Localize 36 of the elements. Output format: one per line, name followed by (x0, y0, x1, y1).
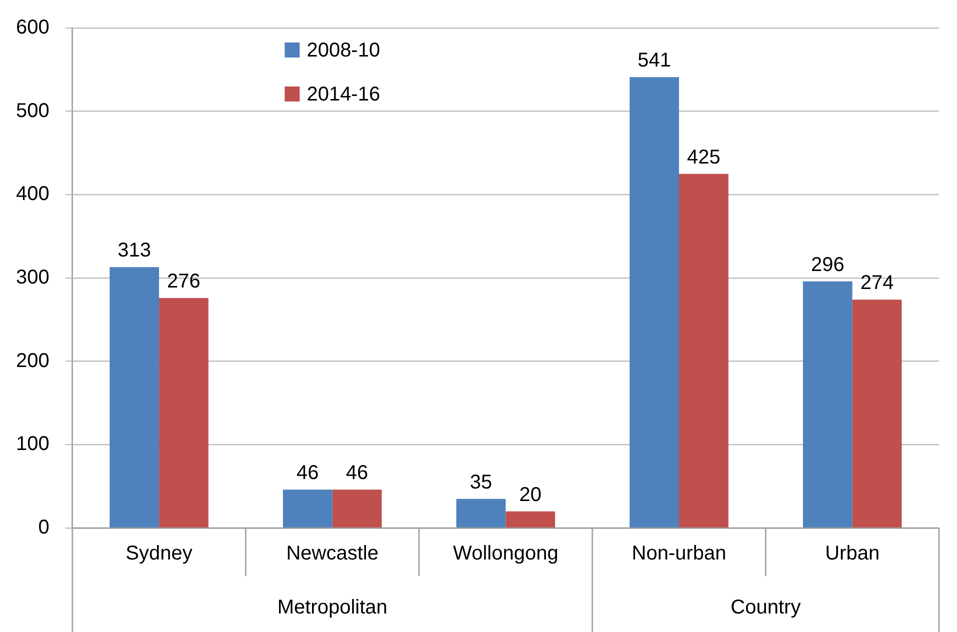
data-label: 35 (470, 471, 492, 494)
x-tick-label: Sydney (126, 542, 192, 565)
data-label: 20 (519, 484, 542, 506)
legend-label: 2014-16 (306, 84, 380, 106)
bar (332, 490, 382, 528)
x-tick-label: Non-urban (632, 542, 726, 565)
y-tick-label: 300 (16, 266, 50, 289)
data-label: 425 (687, 146, 720, 168)
x-tick-label: Newcastle (286, 542, 378, 565)
data-label: 46 (296, 462, 319, 484)
bar (506, 511, 556, 528)
data-label: 313 (118, 240, 152, 262)
bar (159, 298, 208, 528)
y-tick-label: 400 (16, 183, 50, 206)
x-tick-label: Wollongong (453, 542, 558, 565)
y-tick-label: 0 (38, 516, 50, 539)
legend-label: 2008-10 (306, 40, 380, 62)
bar (110, 267, 160, 528)
text: Metropolitan (277, 596, 388, 619)
y-tick-label: 600 (16, 16, 50, 39)
data-label: 274 (860, 272, 894, 294)
data-label: 276 (167, 270, 200, 293)
bar (679, 174, 728, 528)
y-tick-label: 100 (16, 433, 50, 456)
bar (456, 498, 506, 528)
bar (630, 77, 680, 528)
bar (852, 300, 902, 528)
y-tick-label: 200 (16, 350, 50, 372)
x-tick-label: Urban (825, 542, 880, 565)
text: Country (730, 596, 801, 619)
bar (282, 490, 332, 528)
data-label: 296 (810, 254, 844, 276)
data-label: 46 (346, 462, 368, 484)
data-label: 541 (638, 50, 671, 72)
bar (802, 281, 852, 528)
y-tick-label: 500 (16, 100, 50, 122)
